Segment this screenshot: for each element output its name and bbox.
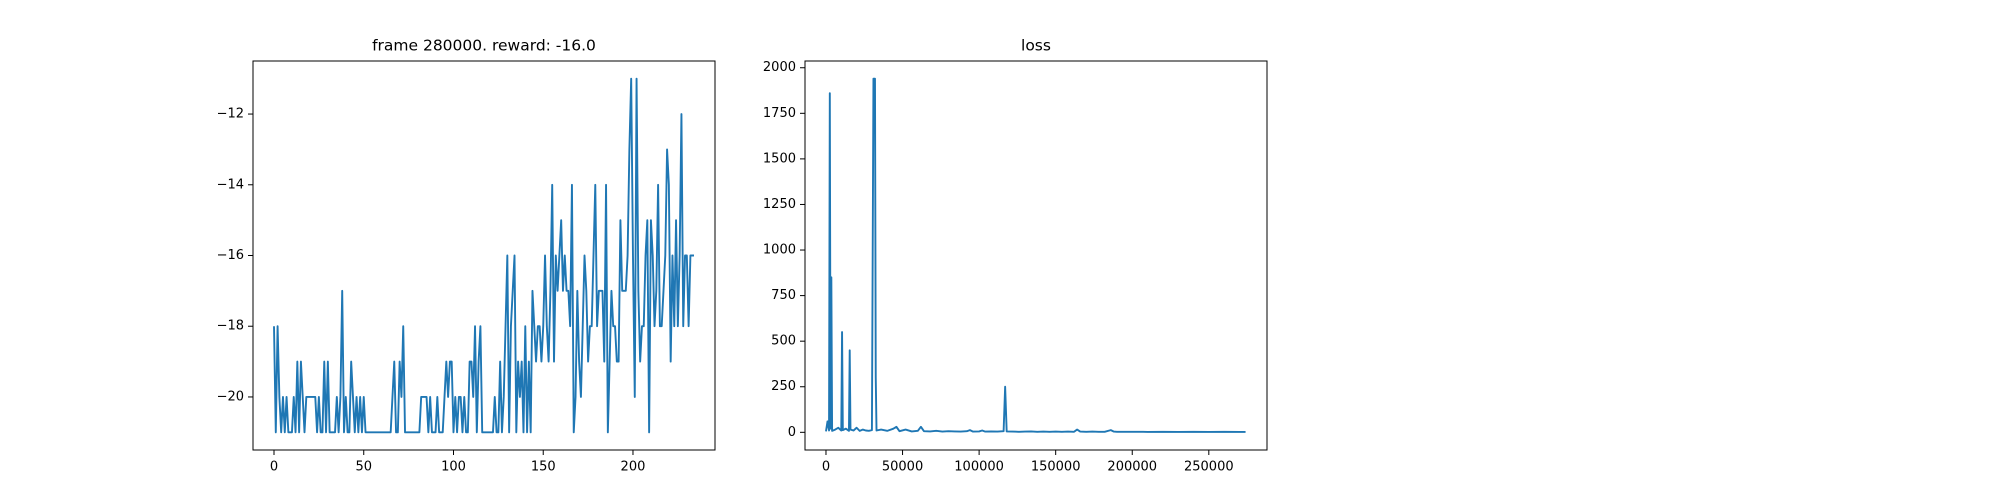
y-tick-label: 1750 xyxy=(763,106,796,121)
x-tick-label: 0 xyxy=(822,460,830,475)
x-tick-label: 50000 xyxy=(882,460,923,475)
data-line xyxy=(825,77,1246,433)
y-tick-label: 0 xyxy=(788,425,796,440)
axes-frame xyxy=(252,60,716,451)
y-tick-label: 1000 xyxy=(763,243,796,258)
y-tick-label: 750 xyxy=(771,288,796,303)
x-tick-label: 0 xyxy=(270,460,278,475)
x-tick-label: 250000 xyxy=(1184,460,1234,475)
x-tick-label: 100000 xyxy=(954,460,1004,475)
y-tick-label: −20 xyxy=(217,389,244,404)
y-tick-label: −18 xyxy=(217,319,244,334)
y-tick-label: −16 xyxy=(217,248,244,263)
x-tick-label: 50 xyxy=(355,460,372,475)
x-tick-label: 150000 xyxy=(1031,460,1081,475)
chart-title: frame 280000. reward: -16.0 xyxy=(372,37,596,55)
x-tick-label: 150 xyxy=(531,460,556,475)
x-tick-label: 200000 xyxy=(1107,460,1157,475)
y-tick-label: 250 xyxy=(771,379,796,394)
y-tick-label: 1250 xyxy=(763,197,796,212)
y-tick-label: 500 xyxy=(771,334,796,349)
y-tick-label: 1500 xyxy=(763,151,796,166)
data-line xyxy=(273,77,694,434)
chart-title: loss xyxy=(1021,37,1051,55)
y-tick-label: 2000 xyxy=(763,60,796,75)
axes-frame xyxy=(804,60,1268,451)
y-tick-label: −12 xyxy=(217,107,244,122)
y-tick-label: −14 xyxy=(217,177,244,192)
x-tick-label: 200 xyxy=(621,460,646,475)
x-tick-label: 100 xyxy=(441,460,466,475)
